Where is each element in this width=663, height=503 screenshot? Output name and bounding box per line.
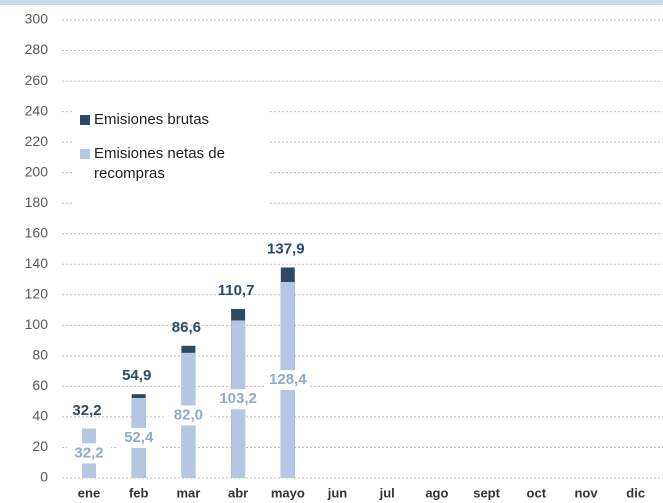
y-tick-label: 220 <box>25 133 49 149</box>
y-tick-label: 80 <box>32 347 48 363</box>
legend-swatch <box>80 115 90 125</box>
legend-label: Emisiones brutas <box>94 111 210 128</box>
label-bg <box>116 428 161 449</box>
value-label: 32,2 <box>72 402 101 419</box>
y-tick-label: 280 <box>25 41 49 57</box>
value-label: 86,6 <box>172 319 201 336</box>
legend: Emisiones brutas Emisiones netas de recom… <box>72 100 270 204</box>
x-tick-label: jun <box>327 485 348 500</box>
y-tick-label: 0 <box>40 469 48 485</box>
y-tick-label: 260 <box>25 72 49 88</box>
y-tick-label: 100 <box>25 316 49 332</box>
x-tick-label: oct <box>527 485 547 500</box>
x-tick-label: ene <box>78 485 100 500</box>
value-label: 52,4 <box>124 429 154 446</box>
legend-item: Emisiones netas de recompras <box>76 144 266 184</box>
x-tick-label: nov <box>574 485 598 500</box>
legend-label: Emisiones netas de recompras <box>94 145 225 182</box>
y-tick-label: 160 <box>25 224 49 240</box>
value-label: 103,2 <box>219 390 257 407</box>
x-tick-label: abr <box>228 485 248 500</box>
y-tick-label: 120 <box>25 286 49 302</box>
y-tick-label: 180 <box>25 194 49 210</box>
value-label: 82,0 <box>174 406 203 423</box>
label-bg <box>166 405 211 426</box>
label-bg <box>265 369 310 390</box>
y-tick-label: 40 <box>32 408 48 424</box>
x-tick-label: mayo <box>271 485 305 500</box>
y-tick-label: 140 <box>25 255 49 271</box>
y-tick-label: 240 <box>25 102 49 118</box>
y-tick-label: 60 <box>32 377 48 393</box>
x-tick-label: dic <box>626 485 645 500</box>
label-bg <box>216 389 261 410</box>
x-tick-label: feb <box>129 485 149 500</box>
value-label: 137,9 <box>267 240 305 257</box>
value-label: 128,4 <box>269 371 307 388</box>
value-label: 110,7 <box>218 282 255 299</box>
x-tick-label: sept <box>473 485 500 500</box>
x-tick-label: jul <box>379 485 395 500</box>
value-label: 32,2 <box>74 444 103 461</box>
top-strip <box>0 0 663 5</box>
label-bg <box>67 443 111 464</box>
y-tick-label: 200 <box>25 163 49 179</box>
legend-item: Emisiones brutas <box>76 110 266 130</box>
y-tick-label: 20 <box>32 438 48 454</box>
legend-swatch <box>80 149 90 159</box>
x-tick-label: ago <box>425 485 448 500</box>
y-tick-label: 300 <box>25 11 49 27</box>
value-label: 54,9 <box>122 367 151 384</box>
x-tick-label: mar <box>176 485 200 500</box>
